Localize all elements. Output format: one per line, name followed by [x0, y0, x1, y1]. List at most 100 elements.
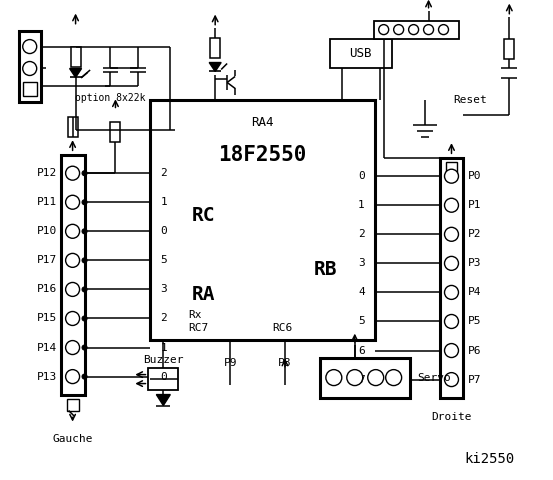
Circle shape: [23, 61, 36, 75]
Text: P5: P5: [467, 316, 481, 326]
Text: P14: P14: [36, 343, 56, 352]
Text: 5: 5: [160, 255, 167, 265]
Polygon shape: [156, 395, 170, 406]
Circle shape: [82, 374, 87, 379]
Text: 1: 1: [160, 197, 167, 207]
Text: P9: P9: [223, 358, 237, 368]
Bar: [19, 31, 41, 102]
Polygon shape: [70, 69, 81, 77]
Text: P8: P8: [278, 358, 292, 368]
Circle shape: [66, 195, 80, 209]
Text: P4: P4: [467, 288, 481, 298]
Circle shape: [66, 166, 80, 180]
Circle shape: [82, 345, 87, 350]
Text: P11: P11: [36, 197, 56, 207]
Circle shape: [66, 253, 80, 267]
Circle shape: [82, 258, 87, 263]
Bar: [504, 38, 514, 59]
Polygon shape: [209, 62, 221, 72]
Text: P6: P6: [467, 346, 481, 356]
Text: RC7: RC7: [188, 323, 208, 333]
Text: 4: 4: [358, 288, 365, 298]
Text: Reset: Reset: [453, 96, 487, 106]
Circle shape: [445, 286, 458, 300]
Circle shape: [66, 341, 80, 355]
Text: P2: P2: [467, 229, 481, 240]
Bar: [67, 117, 77, 137]
Bar: [374, 21, 460, 38]
Text: ki2550: ki2550: [465, 452, 514, 467]
Text: Rx: Rx: [188, 310, 202, 320]
Circle shape: [23, 39, 36, 54]
Text: P17: P17: [36, 255, 56, 265]
Circle shape: [424, 24, 434, 35]
Circle shape: [66, 370, 80, 384]
Circle shape: [445, 198, 458, 212]
Text: 18F2550: 18F2550: [218, 145, 307, 165]
Text: 6: 6: [358, 346, 365, 356]
Text: P12: P12: [36, 168, 56, 178]
Bar: [66, 398, 79, 410]
Circle shape: [379, 24, 389, 35]
Text: Gauche: Gauche: [53, 434, 93, 444]
Circle shape: [409, 24, 419, 35]
Circle shape: [82, 171, 87, 176]
Circle shape: [82, 316, 87, 321]
Text: 0: 0: [160, 226, 167, 236]
Circle shape: [66, 224, 80, 238]
Text: RC6: RC6: [272, 323, 293, 333]
Circle shape: [445, 169, 458, 183]
Bar: [61, 155, 85, 395]
Bar: [23, 83, 36, 96]
Circle shape: [368, 370, 384, 385]
Text: Servo: Servo: [418, 372, 451, 383]
Text: P0: P0: [467, 171, 481, 181]
Text: 1: 1: [358, 200, 365, 210]
Circle shape: [82, 229, 87, 234]
Text: option 8x22k: option 8x22k: [75, 94, 146, 103]
Circle shape: [66, 282, 80, 297]
Bar: [210, 37, 220, 58]
Text: RA: RA: [192, 285, 216, 304]
Text: Droite: Droite: [431, 412, 472, 422]
Text: P10: P10: [36, 226, 56, 236]
Text: 2: 2: [160, 168, 167, 178]
Circle shape: [445, 344, 458, 358]
Text: P15: P15: [36, 313, 56, 324]
Bar: [440, 158, 463, 397]
Circle shape: [445, 372, 458, 386]
Circle shape: [445, 314, 458, 328]
Text: RB: RB: [314, 261, 337, 279]
Circle shape: [445, 228, 458, 241]
Text: P7: P7: [467, 374, 481, 384]
Circle shape: [385, 370, 401, 385]
Text: 3: 3: [160, 285, 167, 294]
Circle shape: [394, 24, 404, 35]
Text: Buzzer: Buzzer: [143, 355, 184, 365]
Text: 2: 2: [358, 229, 365, 240]
Text: P3: P3: [467, 258, 481, 268]
Bar: [150, 100, 375, 340]
Circle shape: [439, 24, 448, 35]
Text: 1: 1: [160, 343, 167, 352]
Bar: [320, 358, 410, 397]
Bar: [111, 122, 121, 142]
Text: USB: USB: [349, 47, 372, 60]
Text: 7: 7: [358, 374, 365, 384]
Text: 3: 3: [358, 258, 365, 268]
Text: RA4: RA4: [251, 116, 274, 129]
Circle shape: [445, 256, 458, 270]
Text: 5: 5: [358, 316, 365, 326]
Text: P1: P1: [467, 200, 481, 210]
Bar: [446, 162, 457, 174]
Text: P16: P16: [36, 285, 56, 294]
Text: 0: 0: [358, 171, 365, 181]
Circle shape: [82, 287, 87, 292]
Circle shape: [347, 370, 363, 385]
Bar: [148, 368, 178, 390]
Text: 2: 2: [160, 313, 167, 324]
Text: P13: P13: [36, 372, 56, 382]
Circle shape: [66, 312, 80, 325]
Text: RC: RC: [192, 205, 216, 225]
Bar: [330, 38, 392, 69]
